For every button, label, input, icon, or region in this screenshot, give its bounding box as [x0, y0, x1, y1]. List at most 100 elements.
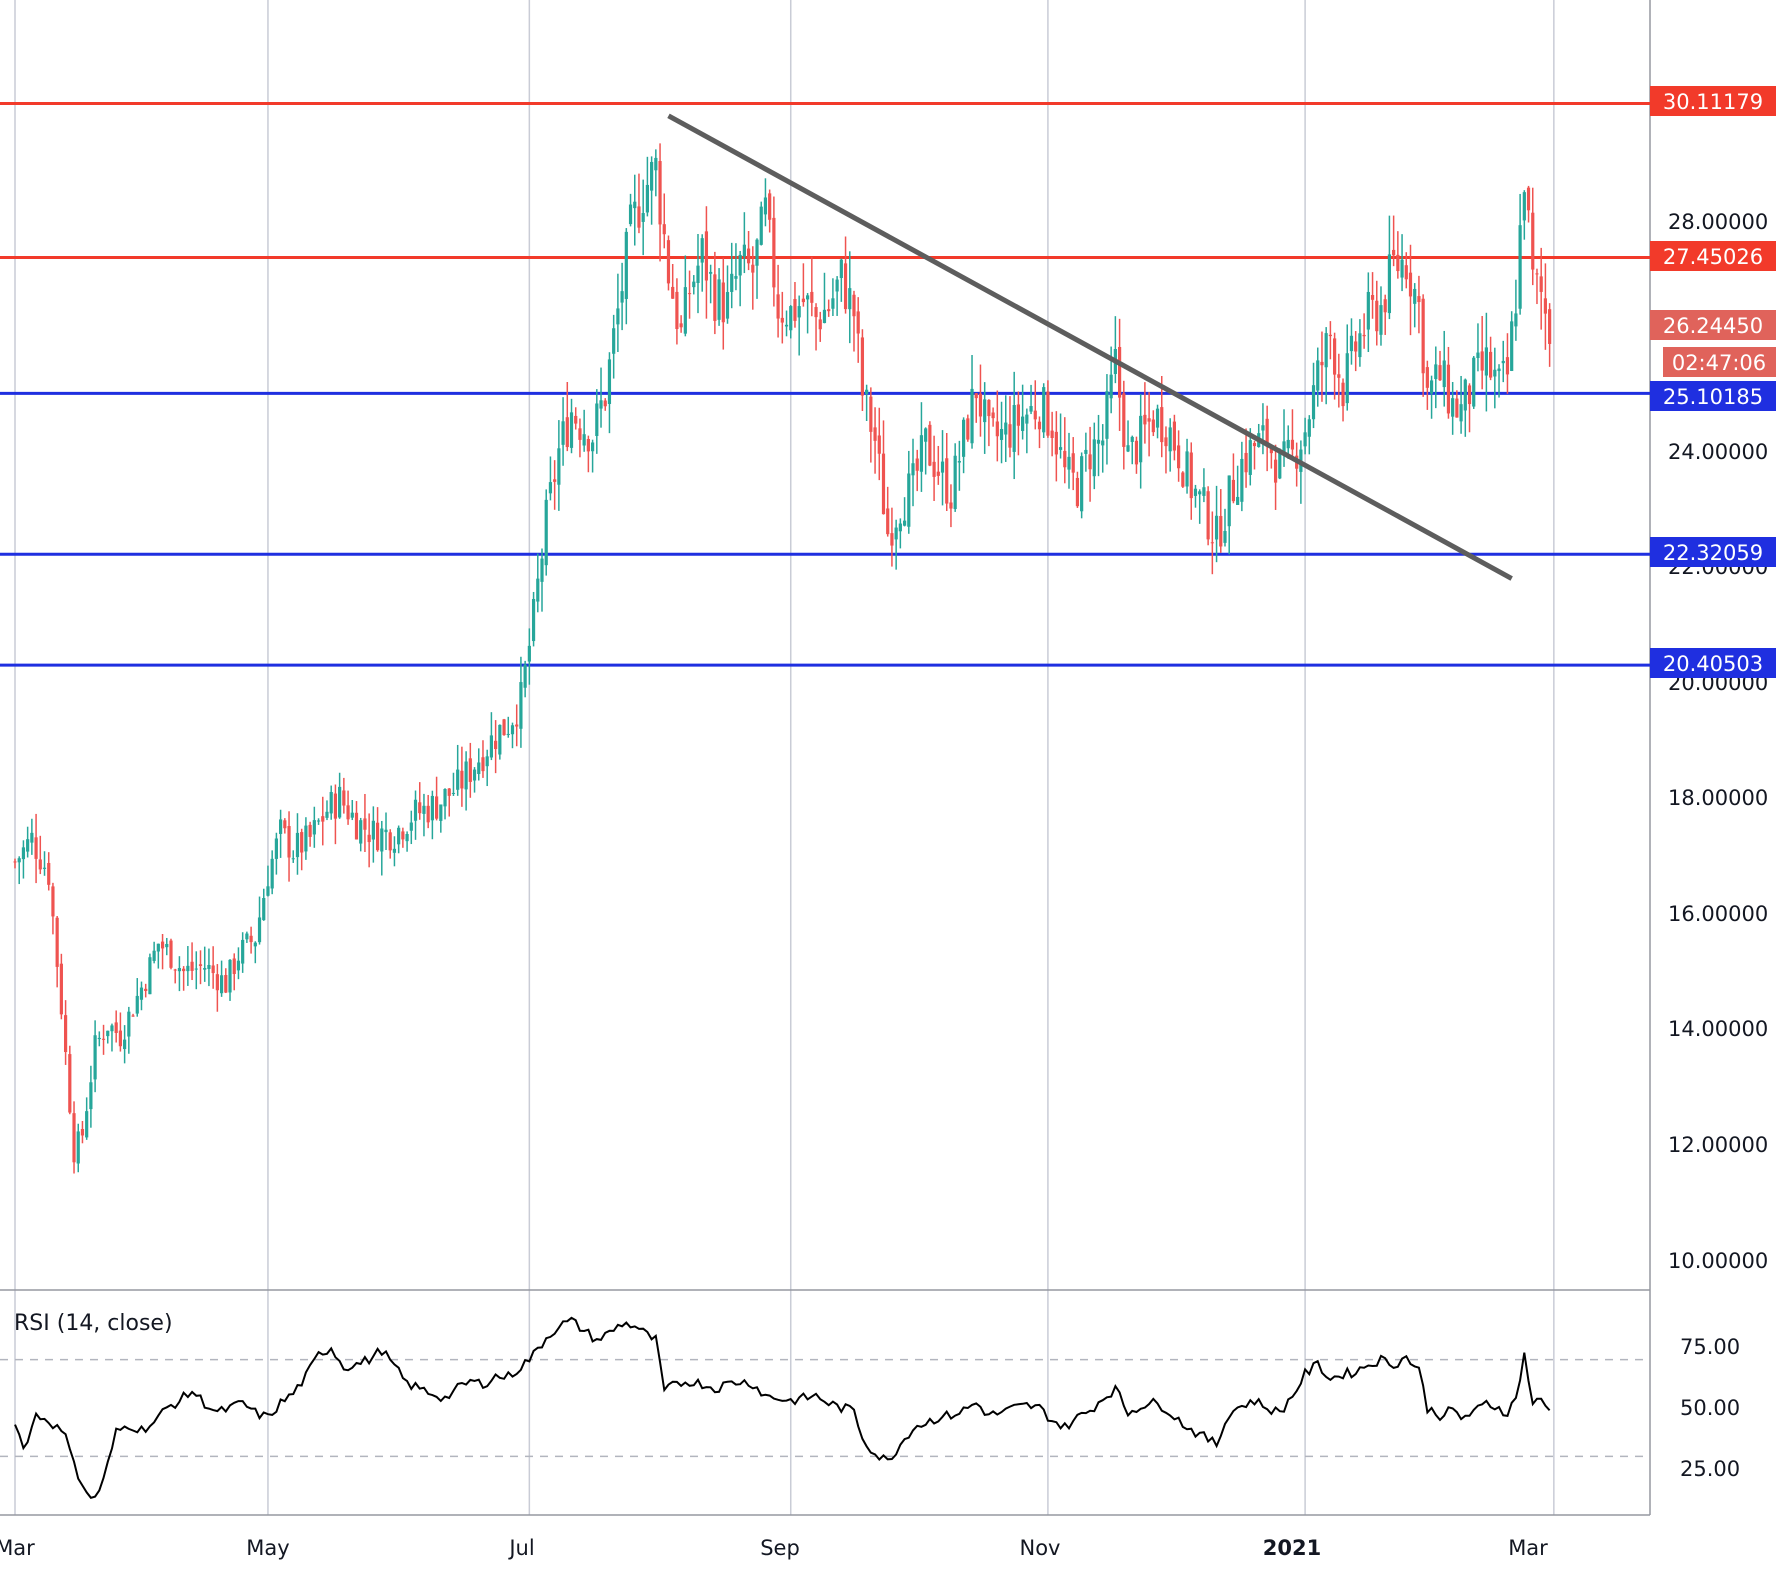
candle-body	[1265, 418, 1269, 447]
candle-body	[1425, 367, 1429, 388]
candle-body	[426, 805, 430, 823]
candle-body	[983, 399, 987, 423]
candle-body	[232, 958, 236, 975]
candle-body	[485, 756, 489, 767]
candle-body	[843, 263, 848, 310]
candle-body	[523, 664, 527, 688]
candle-body	[574, 415, 578, 424]
candle-body	[1446, 364, 1451, 414]
candle-body	[1442, 360, 1446, 388]
candle-body	[827, 309, 831, 312]
candle-body	[68, 1054, 72, 1113]
candle-body	[1349, 335, 1354, 352]
y-tick-label: 10.00000	[1668, 1249, 1768, 1273]
candle-body	[1143, 414, 1147, 425]
level-tag-bg	[1650, 381, 1776, 411]
candle-body	[1269, 448, 1273, 454]
candle-body	[502, 719, 506, 736]
candle-body	[333, 793, 338, 819]
candle-body	[814, 307, 818, 318]
candle-body	[717, 279, 721, 320]
candle-body	[1181, 472, 1185, 487]
candle-body	[869, 396, 873, 432]
candle-body	[540, 558, 544, 582]
candle-body	[241, 939, 245, 964]
candle-body	[89, 1082, 93, 1110]
candle-body	[784, 324, 789, 327]
level-tag: 20.40503	[1663, 652, 1763, 676]
candle-body	[1008, 424, 1012, 448]
candle-body	[873, 427, 877, 441]
candle-body	[1240, 458, 1244, 502]
candle-body	[342, 790, 346, 806]
candle-body	[974, 393, 978, 399]
candle-body	[898, 523, 902, 532]
candle-body	[283, 820, 287, 829]
candle-body	[194, 968, 198, 970]
candle-body	[1101, 440, 1105, 446]
candle-body	[679, 323, 683, 328]
candle-body	[544, 499, 548, 566]
candle-body	[472, 769, 477, 781]
candle-body	[1463, 379, 1467, 411]
candle-body	[1375, 300, 1379, 332]
candle-body	[401, 831, 405, 840]
candle-body	[190, 961, 194, 971]
candle-body	[848, 288, 852, 310]
candle-body	[1408, 272, 1413, 297]
countdown-tag-bg	[1663, 347, 1776, 377]
candle-body	[236, 960, 241, 971]
x-tick-label: Jul	[507, 1536, 534, 1560]
trendline[interactable]	[667, 113, 1513, 581]
candle-body	[561, 421, 565, 445]
candle-body	[852, 294, 856, 317]
y-tick-label: 16.00000	[1668, 902, 1768, 926]
candle-body	[1046, 391, 1050, 436]
candle-body	[1071, 453, 1075, 473]
candle-body	[1139, 415, 1143, 463]
current-price-tag-bg	[1650, 310, 1776, 340]
y-tick-label: 14.00000	[1668, 1017, 1768, 1041]
candle-body	[85, 1111, 89, 1138]
candle-body	[1413, 288, 1417, 304]
candle-body	[375, 822, 380, 851]
candle-body	[152, 950, 156, 961]
candle-body	[1168, 427, 1172, 452]
candle-body	[620, 291, 624, 303]
candle-body	[430, 795, 434, 821]
candle-body	[1290, 439, 1295, 450]
candle-body	[633, 201, 637, 209]
candle-body	[1282, 441, 1286, 454]
candle-body	[1480, 351, 1484, 371]
candle-body	[1198, 491, 1202, 495]
candle-body	[1400, 259, 1404, 278]
candle-body	[671, 286, 675, 299]
candle-body	[1497, 368, 1501, 372]
candle-body	[995, 421, 999, 437]
candle-body	[1025, 414, 1029, 424]
candle-body	[435, 796, 439, 819]
candle-body	[687, 293, 692, 295]
candle-body	[1429, 380, 1434, 394]
candle-body	[991, 412, 995, 419]
candle-body	[127, 1011, 131, 1037]
candle-body	[118, 1030, 122, 1047]
candle-body	[1522, 192, 1526, 221]
candle-body	[666, 240, 671, 284]
candle-body	[51, 886, 55, 917]
candle-body	[1210, 542, 1214, 544]
candle-body	[966, 418, 970, 440]
candle-body	[1252, 443, 1257, 447]
candle-body	[1387, 254, 1392, 314]
x-tick-label: Nov	[1020, 1536, 1061, 1560]
candle-body	[822, 309, 827, 324]
candle-body	[1539, 276, 1543, 292]
candle-body	[1134, 440, 1139, 465]
candle-body	[329, 792, 333, 814]
time-axis[interactable]: Mar May Jul Sep Nov 2021 Mar	[0, 1536, 1548, 1560]
candle-body	[886, 508, 890, 535]
rsi-tick-label: 25.00	[1680, 1457, 1740, 1481]
grid-lines	[0, 0, 1651, 1516]
candle-body	[1219, 516, 1223, 547]
